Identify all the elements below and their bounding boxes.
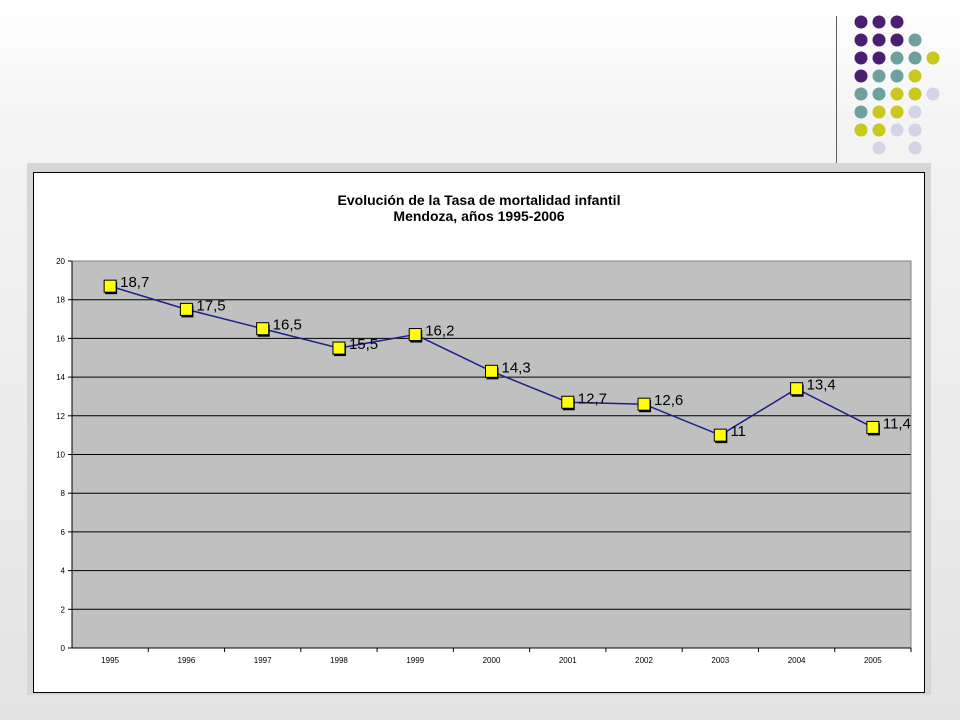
data-point xyxy=(256,322,270,336)
decorative-dot xyxy=(872,51,886,65)
decorative-dot xyxy=(890,87,904,101)
decorative-dot xyxy=(926,87,940,101)
data-point xyxy=(179,302,193,316)
data-label: 13,4 xyxy=(807,377,836,394)
line-chart: 0 2 4 6 8 10 12 14 16 18 20 1995 1996 1997 1998 1999 200… xyxy=(56,257,912,665)
data-label: 12,7 xyxy=(578,390,607,407)
decorative-dot xyxy=(854,69,868,83)
data-label: 12,6 xyxy=(654,392,683,409)
data-point xyxy=(485,364,498,378)
data-point xyxy=(408,328,422,342)
decorative-dot xyxy=(854,51,868,65)
decorative-dot xyxy=(890,15,904,29)
y-tick-label: 0 xyxy=(61,644,66,653)
decorative-dot xyxy=(908,87,922,101)
y-tick-label: 16 xyxy=(56,334,65,343)
chart-area: Evolución de la Tasa de mortalidad infan… xyxy=(33,172,925,693)
decorative-dot xyxy=(908,141,922,155)
data-label: 15,5 xyxy=(349,336,378,353)
x-tick-label: 2004 xyxy=(788,656,806,665)
data-label: 16,2 xyxy=(425,323,454,340)
decorative-dot xyxy=(872,141,886,155)
chart-panel: Evolución de la Tasa de mortalidad infan… xyxy=(27,163,931,695)
y-tick-label: 12 xyxy=(56,412,65,421)
x-tick-label: 2005 xyxy=(864,656,882,665)
data-point xyxy=(103,279,117,293)
decorative-dot xyxy=(872,15,886,29)
data-point xyxy=(866,420,880,434)
data-label: 16,5 xyxy=(273,317,302,334)
decorative-dot xyxy=(890,33,904,47)
x-tick-label: 1995 xyxy=(101,656,119,665)
decorative-dot-pattern xyxy=(854,15,940,155)
y-tick-label: 20 xyxy=(56,257,65,266)
data-label: 14,3 xyxy=(502,359,531,376)
x-tick-label: 2001 xyxy=(559,656,577,665)
data-label: 17,5 xyxy=(196,297,225,314)
y-tick-label: 18 xyxy=(56,296,65,305)
data-label: 11,4 xyxy=(883,415,911,432)
y-tick-label: 14 xyxy=(56,373,65,382)
decorative-divider-line xyxy=(836,16,837,163)
decorative-dot xyxy=(890,69,904,83)
decorative-dot xyxy=(908,123,922,137)
x-tick-label: 2002 xyxy=(635,656,653,665)
data-point xyxy=(561,395,575,409)
y-tick-label: 6 xyxy=(61,528,66,537)
decorative-dot xyxy=(854,33,868,47)
x-tick-label: 1996 xyxy=(178,656,196,665)
x-tick-label: 2000 xyxy=(483,656,501,665)
decorative-dot xyxy=(854,15,868,29)
decorative-dot xyxy=(890,51,904,65)
x-tick-label: 2003 xyxy=(711,656,729,665)
x-tick-label: 1999 xyxy=(406,656,424,665)
decorative-dot xyxy=(908,51,922,65)
decorative-dot xyxy=(854,87,868,101)
decorative-dot xyxy=(872,33,886,47)
decorative-dot xyxy=(854,105,868,119)
data-point xyxy=(790,382,804,396)
decorative-dot xyxy=(926,51,940,65)
decorative-dot xyxy=(908,33,922,47)
decorative-dot xyxy=(854,123,868,137)
chart-subtitle: Mendoza, años 1995-2006 xyxy=(393,208,565,224)
decorative-dot xyxy=(872,105,886,119)
data-label: 18,7 xyxy=(120,274,149,291)
x-tick-label: 1997 xyxy=(254,656,272,665)
chart-title: Evolución de la Tasa de mortalidad infan… xyxy=(337,192,621,208)
data-point xyxy=(637,397,651,411)
data-point xyxy=(713,428,727,442)
chart-title-block: Evolución de la Tasa de mortalidad infan… xyxy=(34,192,924,224)
x-tick-label: 1998 xyxy=(330,656,348,665)
y-tick-label: 10 xyxy=(56,451,65,460)
decorative-dot xyxy=(890,123,904,137)
decorative-dot xyxy=(872,69,886,83)
decorative-dot xyxy=(890,105,904,119)
y-tick-label: 2 xyxy=(61,605,66,614)
y-tick-label: 8 xyxy=(61,489,66,498)
decorative-dot xyxy=(872,123,886,137)
decorative-dot xyxy=(872,87,886,101)
decorative-dot xyxy=(908,69,922,83)
y-tick-label: 4 xyxy=(61,567,66,576)
decorative-dot xyxy=(908,105,922,119)
data-point xyxy=(332,341,346,355)
data-label: 11 xyxy=(730,423,746,440)
